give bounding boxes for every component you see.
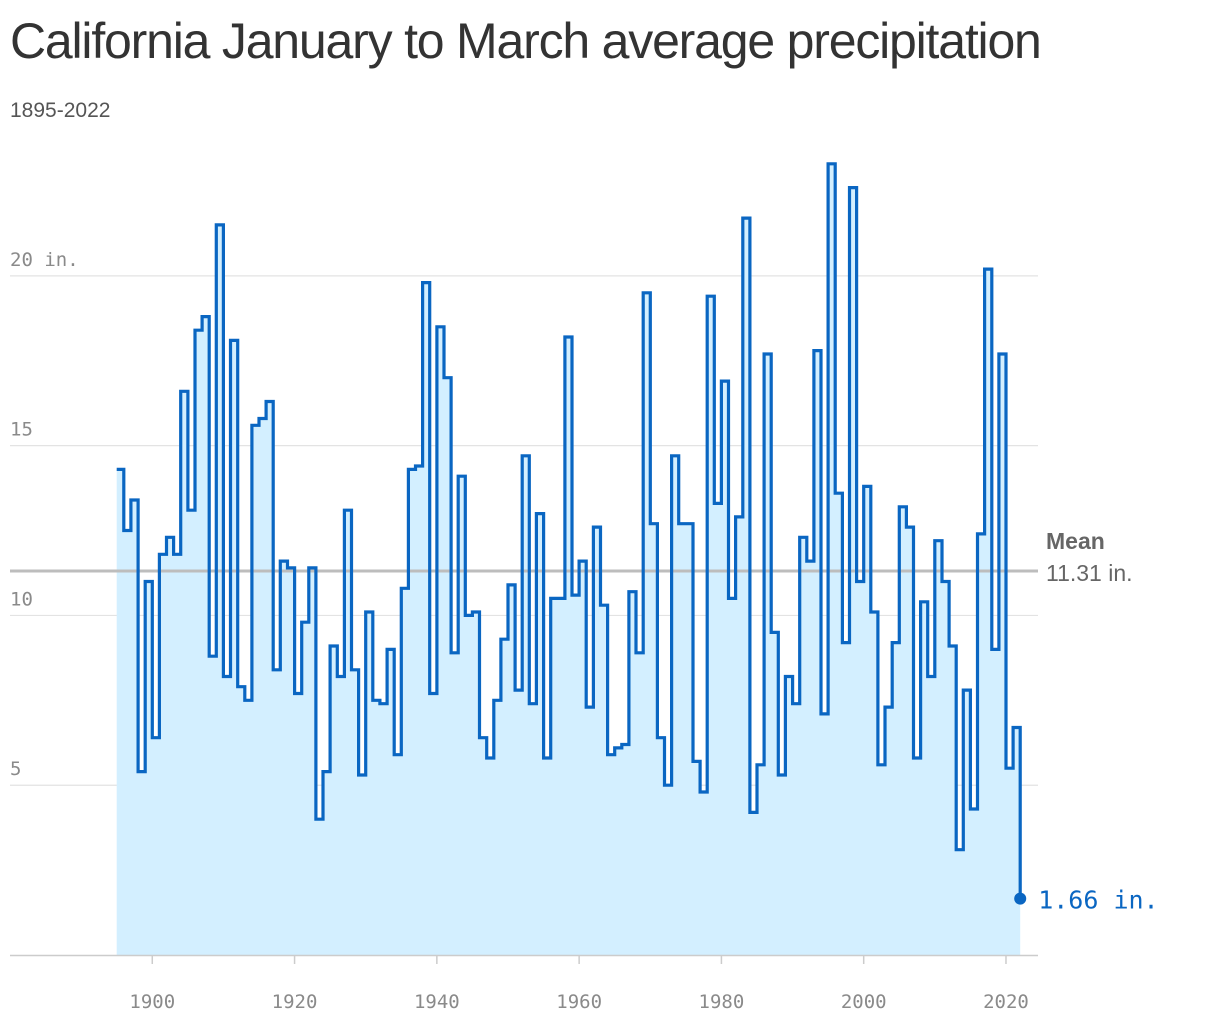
chart-title: California January to March average prec…	[10, 13, 1042, 69]
chart-subtitle: 1895-2022	[10, 99, 111, 122]
x-axis-ticks: 1900 1920 1940 1960 1980 2000 2020	[129, 955, 1029, 1013]
last-value-label: 1.66 in.	[1038, 886, 1158, 915]
x-tick-label: 1900	[129, 991, 175, 1013]
x-tick-label: 1960	[556, 991, 602, 1013]
last-value-dot	[1014, 892, 1027, 905]
x-tick-label: 1920	[272, 991, 318, 1013]
annotations: Mean 11.31 in. 1.66 in.	[1014, 528, 1159, 915]
x-tick-label: 2020	[983, 991, 1029, 1013]
x-tick-label: 2000	[841, 991, 887, 1013]
x-tick-label: 1940	[414, 991, 460, 1013]
y-tick-label: 5	[10, 758, 21, 780]
precipitation-area	[116, 163, 1021, 956]
area-fill	[116, 163, 1021, 956]
precipitation-step-line	[116, 162, 1022, 899]
mean-label: Mean	[1046, 528, 1105, 554]
mean-value-label: 11.31 in.	[1046, 560, 1133, 586]
y-axis-ticks: 5 10 15 20 in.	[10, 249, 79, 780]
y-tick-label: 20 in.	[10, 249, 79, 271]
x-tick-label: 1980	[699, 991, 745, 1013]
y-tick-label: 15	[10, 419, 33, 441]
y-tick-label: 10	[10, 588, 33, 610]
step-line	[116, 162, 1022, 899]
